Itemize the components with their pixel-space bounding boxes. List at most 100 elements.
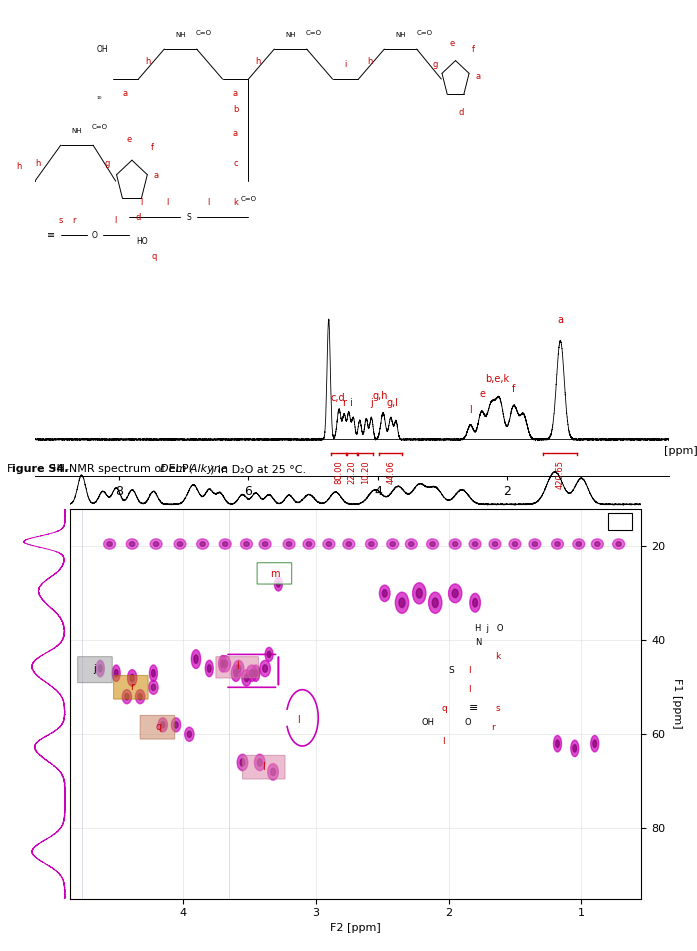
Text: Dem Alkyne: Dem Alkyne (160, 464, 228, 475)
Text: a: a (233, 128, 238, 138)
Ellipse shape (432, 598, 438, 608)
Text: 44.06: 44.06 (386, 460, 395, 484)
Text: l: l (114, 216, 117, 225)
Ellipse shape (452, 542, 458, 546)
Ellipse shape (197, 539, 208, 549)
Ellipse shape (408, 542, 414, 546)
Text: h: h (367, 56, 373, 66)
Text: O: O (91, 231, 98, 240)
Text: 22.20: 22.20 (348, 460, 356, 484)
Ellipse shape (390, 542, 395, 546)
X-axis label: F2 [ppm]: F2 [ppm] (330, 922, 381, 933)
Ellipse shape (268, 764, 278, 780)
Ellipse shape (126, 539, 138, 549)
Ellipse shape (130, 674, 135, 682)
Ellipse shape (492, 542, 498, 546)
Ellipse shape (286, 542, 292, 546)
Ellipse shape (185, 728, 194, 742)
Text: h: h (256, 56, 261, 66)
Text: q: q (155, 722, 162, 732)
Text: O: O (464, 718, 471, 727)
Ellipse shape (174, 722, 178, 728)
Ellipse shape (104, 539, 116, 549)
Text: OH: OH (422, 718, 435, 727)
Ellipse shape (152, 670, 155, 677)
Text: a: a (233, 89, 238, 98)
Text: b: b (233, 105, 238, 113)
Ellipse shape (326, 542, 332, 546)
Ellipse shape (406, 539, 418, 549)
Text: S: S (187, 213, 191, 222)
Ellipse shape (591, 735, 599, 752)
Text: i: i (344, 60, 346, 69)
Text: b,e,k: b,e,k (486, 374, 510, 384)
Text: q: q (442, 704, 447, 713)
Ellipse shape (399, 598, 405, 608)
Ellipse shape (470, 593, 480, 612)
Text: r: r (130, 682, 134, 692)
Ellipse shape (257, 759, 262, 767)
Ellipse shape (112, 665, 120, 682)
Ellipse shape (125, 693, 129, 700)
Text: HO: HO (136, 237, 148, 245)
Text: ≡: ≡ (468, 703, 478, 713)
Ellipse shape (240, 539, 252, 549)
Text: f: f (512, 384, 516, 394)
FancyBboxPatch shape (114, 675, 148, 699)
Ellipse shape (263, 665, 268, 672)
Ellipse shape (416, 589, 422, 598)
Ellipse shape (387, 539, 399, 549)
Ellipse shape (591, 539, 604, 549)
Text: j: j (93, 665, 96, 674)
Text: 80.00: 80.00 (334, 460, 343, 484)
Ellipse shape (533, 542, 537, 546)
Text: l: l (207, 199, 210, 207)
Ellipse shape (573, 745, 576, 752)
Text: F: F (7, 464, 13, 475)
Text: H  j   O: H j O (475, 624, 504, 633)
Ellipse shape (265, 648, 273, 662)
Ellipse shape (148, 680, 158, 694)
Text: s: s (59, 216, 63, 225)
Ellipse shape (114, 670, 118, 677)
Ellipse shape (160, 722, 164, 728)
Text: r: r (72, 216, 75, 225)
Ellipse shape (343, 539, 355, 549)
Text: NH: NH (72, 127, 82, 134)
Ellipse shape (383, 590, 387, 597)
Ellipse shape (242, 670, 251, 686)
Text: r: r (491, 723, 495, 731)
Text: ≡: ≡ (47, 230, 55, 241)
Text: k: k (233, 199, 238, 207)
Ellipse shape (427, 539, 438, 549)
Ellipse shape (260, 660, 270, 677)
FancyBboxPatch shape (257, 563, 291, 584)
Text: ¹H-NMR spectrum of ELP(: ¹H-NMR spectrum of ELP( (52, 464, 193, 475)
Ellipse shape (369, 542, 374, 546)
Ellipse shape (252, 665, 260, 682)
Ellipse shape (177, 542, 183, 546)
Ellipse shape (469, 539, 481, 549)
Ellipse shape (254, 670, 258, 677)
Ellipse shape (222, 542, 228, 546)
Text: igure S4.: igure S4. (12, 464, 68, 475)
Ellipse shape (512, 542, 518, 546)
Ellipse shape (556, 740, 559, 747)
Ellipse shape (236, 665, 241, 672)
FancyBboxPatch shape (77, 657, 112, 683)
Ellipse shape (429, 592, 442, 613)
Text: d: d (458, 108, 464, 117)
Text: C=O: C=O (240, 196, 256, 203)
Ellipse shape (267, 651, 271, 657)
Text: g: g (432, 60, 438, 69)
Text: r i: r i (342, 398, 353, 408)
Text: s: s (495, 704, 500, 713)
Text: e: e (480, 389, 486, 398)
Ellipse shape (122, 689, 132, 704)
Ellipse shape (395, 592, 408, 613)
Text: h: h (16, 163, 22, 171)
Ellipse shape (96, 660, 105, 677)
Ellipse shape (135, 689, 145, 704)
Ellipse shape (247, 665, 257, 682)
Text: q: q (152, 252, 158, 262)
